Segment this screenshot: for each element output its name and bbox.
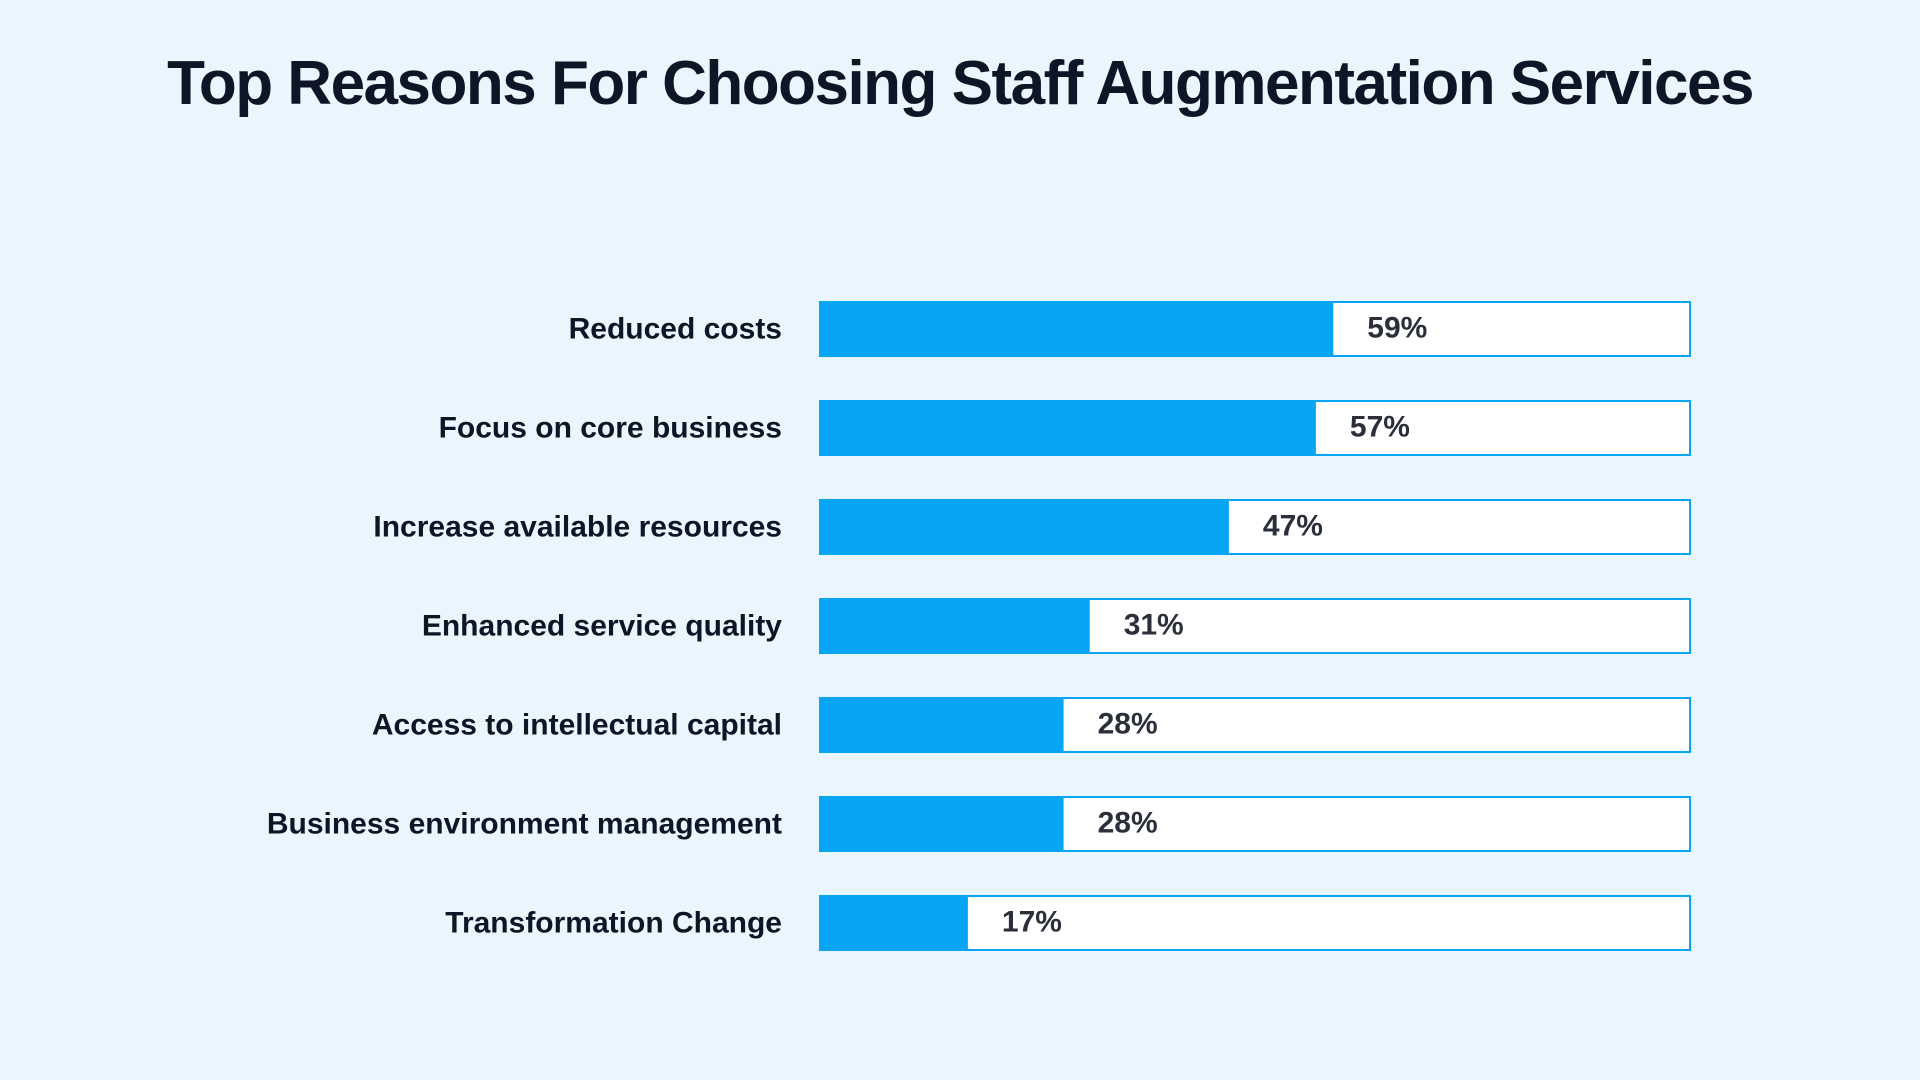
bar [820, 599, 1090, 653]
value-label: 31% [1124, 609, 1184, 642]
category-label: Reduced costs [569, 313, 782, 346]
value-label: 57% [1350, 411, 1410, 444]
bar [820, 797, 1064, 851]
chart-title: Top Reasons For Choosing Staff Augmentat… [167, 49, 1754, 118]
bar [820, 698, 1064, 752]
category-label: Transformation Change [445, 907, 782, 940]
category-label: Increase available resources [373, 511, 782, 544]
bar [820, 401, 1316, 455]
bar [820, 500, 1229, 554]
category-label: Focus on core business [439, 412, 782, 445]
bar [820, 896, 968, 950]
value-label: 28% [1098, 708, 1158, 741]
category-label: Business environment management [267, 808, 782, 841]
bar [820, 302, 1334, 356]
value-label: 47% [1263, 510, 1323, 543]
value-label: 59% [1367, 312, 1427, 345]
value-label: 28% [1098, 807, 1158, 840]
value-label: 17% [1002, 906, 1062, 939]
category-label: Enhanced service quality [422, 610, 782, 643]
category-label: Access to intellectual capital [372, 709, 782, 742]
